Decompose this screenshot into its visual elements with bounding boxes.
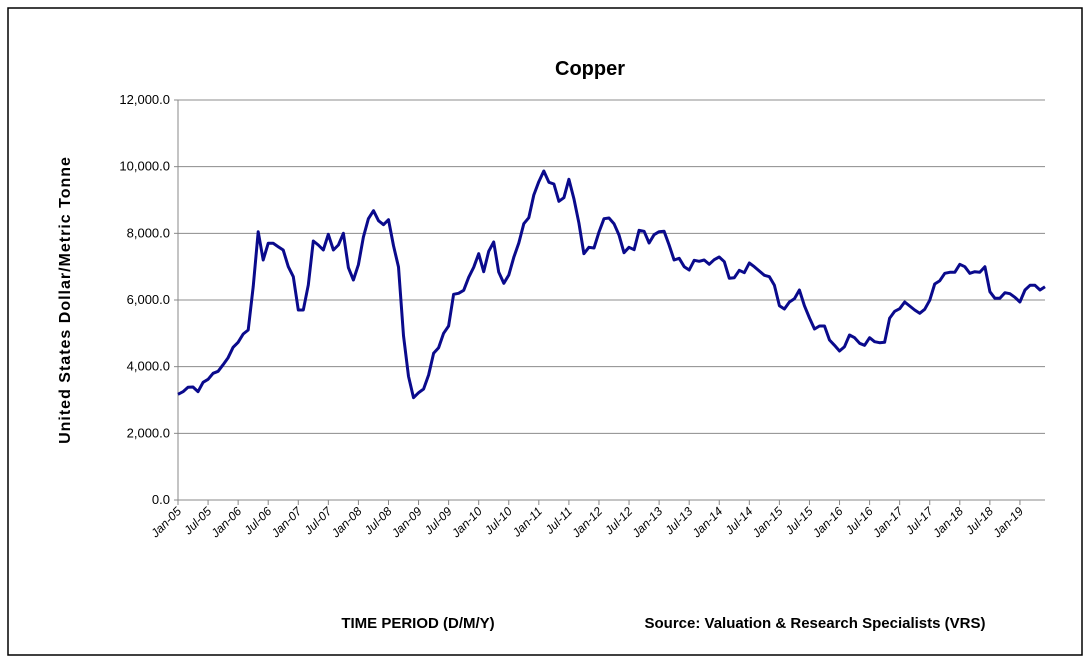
y-tick-label: 8,000.0 — [127, 225, 170, 240]
y-tick-label: 2,000.0 — [127, 425, 170, 440]
y-tick-label: 6,000.0 — [127, 292, 170, 307]
frame — [7, 7, 1083, 656]
y-tick-label: 12,000.0 — [119, 92, 170, 107]
source: Source: Valuation & Research Specialists… — [645, 615, 986, 632]
y-tick-label: 4,000.0 — [127, 359, 170, 374]
line — [177, 169, 1046, 400]
y-axis-label: United States Dollar/Metric Tonne — [57, 156, 74, 444]
y-tick-label: 10,000.0 — [119, 159, 170, 174]
y-tick-label: 0.0 — [152, 492, 170, 507]
x-axis-label: TIME PERIOD (D/M/Y) — [341, 615, 494, 632]
chart-title: Copper — [555, 58, 625, 80]
